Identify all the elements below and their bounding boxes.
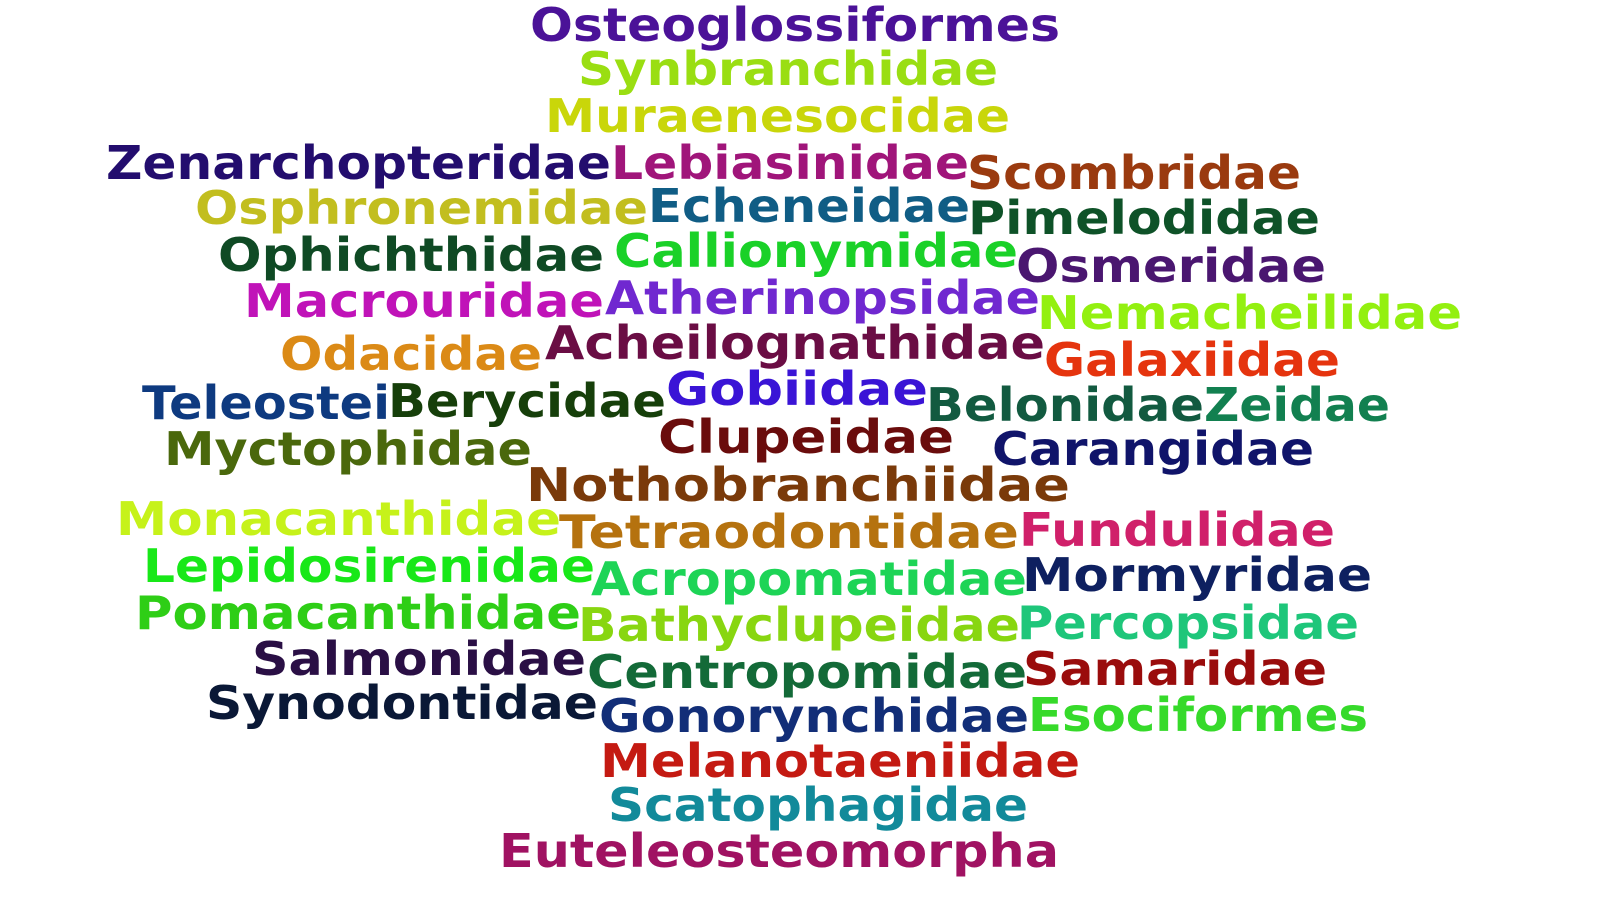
- word-pomacanthidae: Pomacanthidae: [135, 586, 581, 640]
- word-echeneidae: Echeneidae: [648, 179, 970, 233]
- word-callionymidae: Callionymidae: [614, 224, 1018, 278]
- word-euteleosteomorpha: Euteleosteomorpha: [499, 824, 1059, 878]
- word-scatophagidae: Scatophagidae: [608, 778, 1028, 832]
- word-carangidae: Carangidae: [992, 422, 1314, 476]
- word-centropomidae: Centropomidae: [587, 645, 1027, 699]
- word-osteoglossiformes: Osteoglossiformes: [530, 0, 1060, 52]
- word-myctophidae: Myctophidae: [164, 422, 532, 476]
- word-muraenesocidae: Muraenesocidae: [545, 89, 1010, 143]
- word-gobiidae: Gobiidae: [666, 362, 928, 416]
- word-ophichthidae: Ophichthidae: [218, 228, 604, 282]
- word-nothobranchiidae: Nothobranchiidae: [526, 458, 1070, 512]
- word-osmeridae: Osmeridae: [1016, 239, 1326, 293]
- word-teleostei: Teleostei: [142, 376, 390, 430]
- word-synbranchidae: Synbranchidae: [578, 42, 998, 96]
- word-nemacheilidae: Nemacheilidae: [1037, 286, 1462, 340]
- word-macrouridae: Macrouridae: [244, 274, 604, 328]
- word-mormyridae: Mormyridae: [1022, 548, 1372, 602]
- word-pimelodidae: Pimelodidae: [968, 191, 1320, 245]
- word-odacidae: Odacidae: [280, 327, 542, 381]
- word-lebiasinidae: Lebiasinidae: [611, 136, 969, 190]
- word-galaxiidae: Galaxiidae: [1044, 333, 1340, 387]
- word-lepidosirenidae: Lepidosirenidae: [143, 539, 595, 593]
- word-scombridae: Scombridae: [967, 146, 1301, 200]
- word-percopsidae: Percopsidae: [1017, 596, 1359, 650]
- word-zeidae: Zeidae: [1204, 378, 1390, 432]
- word-berycidae: Berycidae: [388, 374, 666, 428]
- word-osphronemidae: Osphronemidae: [195, 181, 648, 235]
- word-gonorynchidae: Gonorynchidae: [599, 689, 1029, 743]
- word-salmonidae: Salmonidae: [252, 632, 586, 686]
- word-synodontidae: Synodontidae: [206, 676, 598, 730]
- word-samaridae: Samaridae: [1023, 642, 1327, 696]
- word-acheilognathidae: Acheilognathidae: [545, 316, 1045, 370]
- word-melanotaeniidae: Melanotaeniidae: [600, 734, 1080, 788]
- word-atherinopsidae: Atherinopsidae: [605, 271, 1040, 325]
- word-belonidae: Belonidae: [926, 378, 1204, 432]
- word-bathyclupeidae: Bathyclupeidae: [578, 598, 1020, 652]
- word-esociformes: Esociformes: [1028, 688, 1368, 742]
- word-monacanthidae: Monacanthidae: [116, 492, 561, 546]
- word-fundulidae: Fundulidae: [1019, 503, 1335, 557]
- word-acropomatidae: Acropomatidae: [591, 552, 1027, 606]
- word-zenarchopteridae: Zenarchopteridae: [106, 136, 611, 190]
- word-tetraodontidae: Tetraodontidae: [559, 505, 1019, 559]
- word-clupeidae: Clupeidae: [658, 410, 954, 464]
